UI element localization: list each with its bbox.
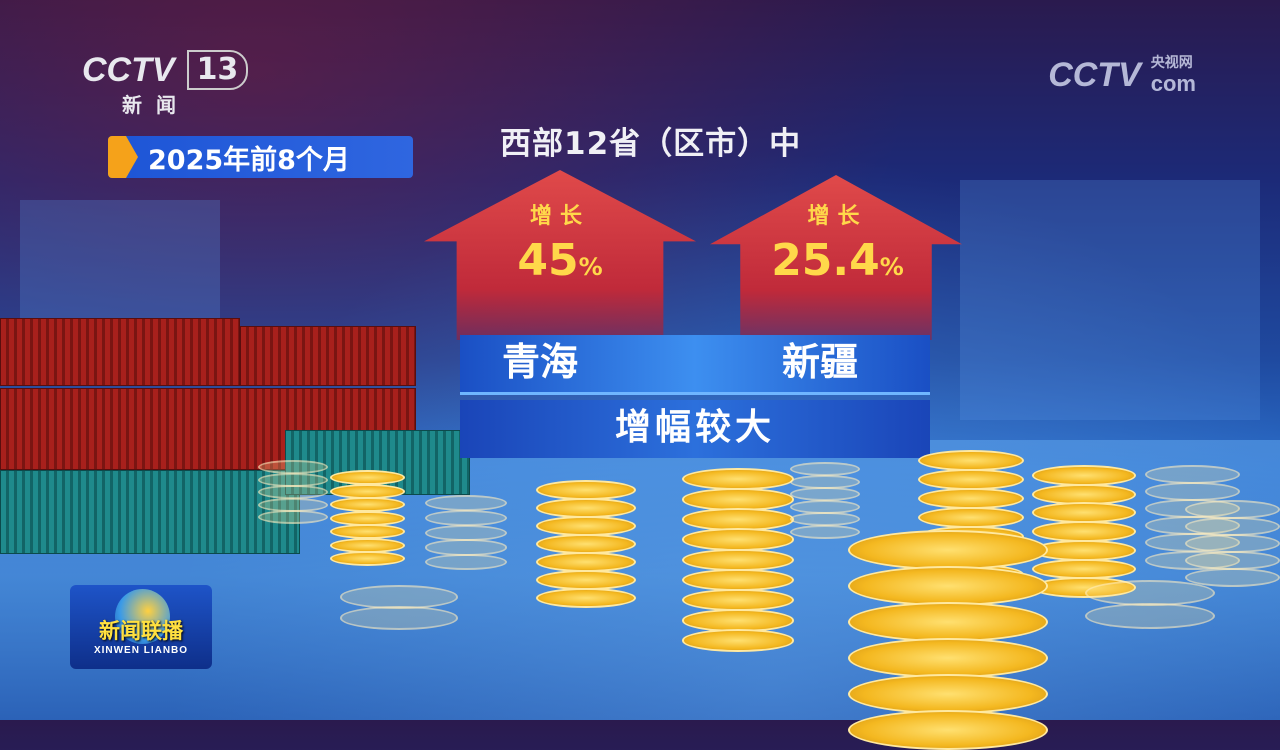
- shipping-container: [240, 326, 416, 386]
- city-skyline: [20, 200, 220, 320]
- program-name-en: XINWEN LIANBO: [93, 645, 189, 657]
- growth-value: 25.4: [771, 234, 880, 286]
- coin: [340, 606, 458, 630]
- globe-icon: [115, 589, 170, 644]
- growth-xinjiang: 增长 25.4%: [745, 203, 930, 289]
- growth-value: 45: [517, 234, 579, 286]
- coin: [536, 480, 636, 500]
- city-skyline: [960, 180, 1260, 420]
- coin: [1085, 603, 1215, 630]
- date-text: 2025年前8个月: [148, 144, 350, 176]
- xinwen-lianbo-logo: 新闻联播 XINWEN LIANBO: [70, 585, 212, 669]
- cctv-com-watermark: CCTV 央视网 com: [1048, 54, 1196, 97]
- watermark-brand: CCTV: [1048, 56, 1141, 95]
- coin: [790, 525, 860, 539]
- cctv13-logo: CCTV 13 新闻: [82, 50, 249, 117]
- logo-brand: CCTV: [82, 51, 175, 89]
- summary-text: 增幅较大: [614, 407, 775, 448]
- coin: [848, 530, 1048, 570]
- coin: [790, 462, 860, 476]
- coin: [682, 629, 794, 652]
- coin: [536, 534, 636, 554]
- coin: [1085, 580, 1215, 606]
- growth-unit: %: [879, 252, 904, 281]
- coin: [848, 638, 1048, 678]
- coin: [536, 516, 636, 536]
- coin: [1032, 521, 1136, 542]
- headline: 西部12省（区市）中: [500, 126, 802, 162]
- coin: [258, 510, 328, 525]
- coin: [682, 568, 794, 592]
- coin: [536, 570, 636, 590]
- coin: [682, 609, 794, 632]
- watermark-domain: com: [1150, 70, 1196, 96]
- coin: [1032, 483, 1136, 505]
- watermark-cn: 央视网: [1150, 54, 1193, 70]
- growth-qinghai: 增长 45%: [470, 203, 650, 289]
- coin: [918, 450, 1024, 472]
- coin: [848, 602, 1048, 642]
- coin: [682, 508, 794, 531]
- logo-channel-name: 新闻: [122, 92, 190, 117]
- summary-panel: 增幅较大: [460, 400, 930, 458]
- coin: [536, 588, 636, 608]
- coin: [848, 710, 1048, 750]
- coin: [330, 524, 405, 539]
- growth-label: 增长: [807, 204, 868, 229]
- coin: [330, 551, 405, 566]
- coin: [340, 585, 458, 609]
- coin: [258, 460, 328, 474]
- logo-channel: 13: [186, 50, 249, 91]
- coin: [682, 548, 794, 572]
- coin: [1032, 465, 1136, 486]
- shipping-container: [0, 470, 300, 554]
- coin: [682, 528, 794, 551]
- coin: [536, 552, 636, 572]
- program-name-cn: 新闻联播: [99, 619, 183, 643]
- coin: [536, 498, 636, 518]
- region-panel: 青海 新疆: [460, 335, 930, 395]
- coin: [1185, 568, 1280, 588]
- coin: [848, 566, 1048, 606]
- growth-unit: %: [578, 252, 603, 281]
- coin: [425, 509, 507, 527]
- coin: [682, 488, 794, 511]
- region-xinjiang: 新疆: [782, 340, 859, 384]
- coin: [848, 674, 1048, 714]
- growth-label: 增长: [529, 204, 590, 229]
- region-qinghai: 青海: [502, 340, 579, 384]
- shipping-container: [0, 318, 240, 386]
- date-tag: 2025年前8个月: [108, 136, 413, 178]
- play-marker-icon: [108, 136, 138, 178]
- coin: [330, 497, 405, 512]
- coin: [425, 554, 507, 571]
- coin: [330, 470, 405, 485]
